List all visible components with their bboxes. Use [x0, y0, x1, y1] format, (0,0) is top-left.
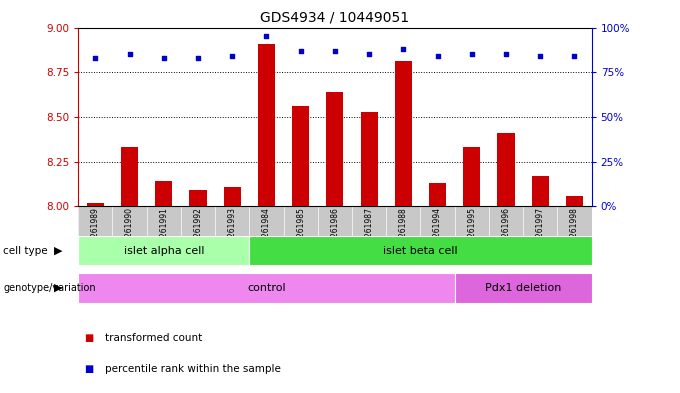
Text: islet beta cell: islet beta cell: [383, 246, 458, 255]
Text: GSM1261989: GSM1261989: [91, 207, 100, 258]
Point: [398, 46, 409, 52]
Point: [432, 53, 443, 59]
Text: GSM1261987: GSM1261987: [364, 207, 373, 258]
Point: [226, 53, 238, 59]
Text: ▶: ▶: [54, 246, 62, 255]
Text: ■: ■: [84, 364, 93, 375]
Text: GSM1261984: GSM1261984: [262, 207, 271, 258]
Bar: [429, 183, 446, 206]
Bar: [250, 236, 592, 265]
Text: transformed count: transformed count: [105, 333, 203, 343]
Bar: [87, 203, 104, 206]
Point: [329, 48, 340, 54]
Point: [90, 55, 101, 61]
Bar: [360, 112, 377, 206]
Bar: [190, 190, 207, 206]
Point: [295, 48, 306, 54]
Text: GSM1261990: GSM1261990: [125, 207, 134, 258]
Point: [500, 51, 511, 57]
Text: GSM1261985: GSM1261985: [296, 207, 305, 258]
Text: cell type: cell type: [3, 246, 48, 255]
Bar: [566, 196, 583, 206]
Bar: [78, 236, 250, 265]
Text: percentile rank within the sample: percentile rank within the sample: [105, 364, 282, 375]
Point: [364, 51, 375, 57]
Bar: [121, 147, 138, 206]
Point: [466, 51, 477, 57]
Text: GSM1261992: GSM1261992: [194, 207, 203, 258]
Bar: [292, 106, 309, 206]
Point: [534, 53, 545, 59]
Text: Pdx1 deletion: Pdx1 deletion: [485, 283, 561, 293]
Text: GSM1261998: GSM1261998: [570, 207, 579, 258]
Bar: [224, 187, 241, 206]
Text: GSM1261991: GSM1261991: [159, 207, 168, 258]
Text: control: control: [247, 283, 286, 293]
Text: GSM1261993: GSM1261993: [228, 207, 237, 258]
Bar: [455, 273, 592, 303]
Text: genotype/variation: genotype/variation: [3, 283, 96, 293]
Bar: [532, 176, 549, 206]
Bar: [395, 61, 412, 206]
Text: ▶: ▶: [54, 283, 62, 293]
Point: [158, 55, 169, 61]
Title: GDS4934 / 10449051: GDS4934 / 10449051: [260, 11, 409, 25]
Text: ■: ■: [84, 333, 93, 343]
Point: [261, 33, 272, 40]
Point: [192, 55, 203, 61]
Bar: [463, 147, 480, 206]
Text: GSM1261996: GSM1261996: [502, 207, 511, 258]
Text: GSM1261997: GSM1261997: [536, 207, 545, 258]
Bar: [155, 181, 172, 206]
Text: GSM1261988: GSM1261988: [399, 207, 408, 258]
Point: [124, 51, 135, 57]
Text: islet alpha cell: islet alpha cell: [124, 246, 204, 255]
Bar: [498, 133, 515, 206]
Text: GSM1261994: GSM1261994: [433, 207, 442, 258]
Text: GSM1261986: GSM1261986: [330, 207, 339, 258]
Bar: [326, 92, 343, 206]
Text: GSM1261995: GSM1261995: [467, 207, 476, 258]
Bar: [78, 273, 455, 303]
Bar: [258, 44, 275, 206]
Point: [569, 53, 580, 59]
